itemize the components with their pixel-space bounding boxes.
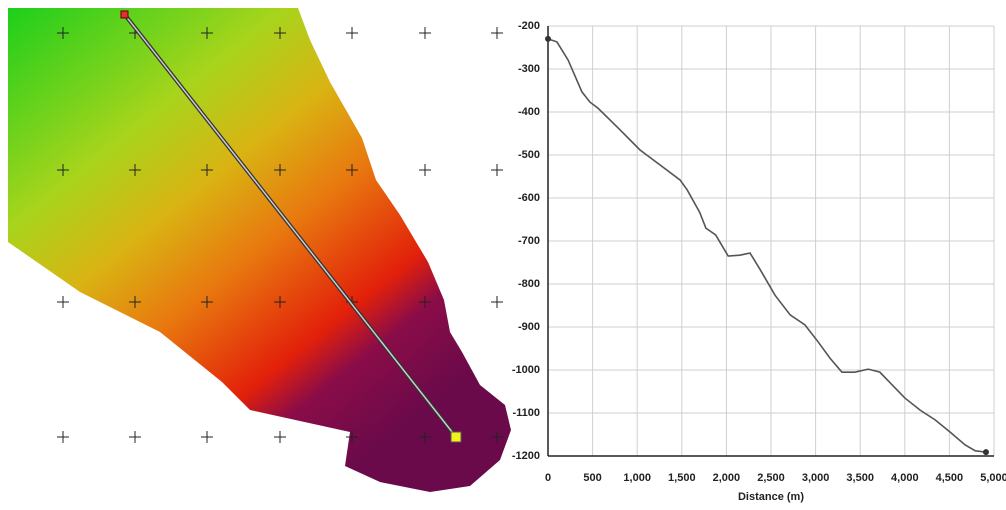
profile-chart: Distance (m) -200 -300 -400 -500 -600 -700 -80… [512, 20, 1006, 503]
y-tick-label: -1200 [512, 450, 540, 462]
x-tick-label: 3,500 [846, 472, 874, 484]
y-tick-label: -700 [518, 235, 540, 247]
x-tick-label: 500 [583, 472, 601, 484]
endpoint [983, 449, 989, 455]
relief-map [8, 8, 511, 492]
x-tick-label: 4,000 [891, 472, 919, 484]
terrain [8, 8, 511, 492]
end-marker[interactable] [451, 432, 461, 442]
y-tick-label: -800 [518, 278, 540, 290]
x-tick-label: 0 [545, 472, 551, 484]
y-tick-label: -500 [518, 149, 540, 161]
y-tick-label: -1100 [512, 407, 540, 419]
endpoint [545, 36, 551, 42]
y-tick-label: -600 [518, 192, 540, 204]
y-tick-label: -400 [518, 106, 540, 118]
y-tick-label: -1000 [512, 364, 540, 376]
x-tick-label: 4,500 [936, 472, 964, 484]
x-tick-label: 1,000 [623, 472, 651, 484]
x-tick-label: 2,000 [713, 472, 741, 484]
x-tick-label: 3,000 [802, 472, 830, 484]
x-tick-label: 1,500 [668, 472, 696, 484]
profile-line [548, 39, 986, 452]
y-tick-label: -900 [518, 321, 540, 333]
x-tick-label: 2,500 [757, 472, 785, 484]
x-axis-label: Distance (m) [738, 491, 804, 503]
y-tick-label: -200 [518, 20, 540, 32]
x-tick-label: 5,000 [980, 472, 1006, 484]
start-marker[interactable] [121, 11, 128, 18]
screen: Distance (m) -200 -300 -400 -500 -600 -700 -80… [0, 0, 1006, 510]
page: Distance (m) -200 -300 -400 -500 -600 -700 -80… [0, 0, 1006, 510]
y-tick-label: -300 [518, 63, 540, 75]
